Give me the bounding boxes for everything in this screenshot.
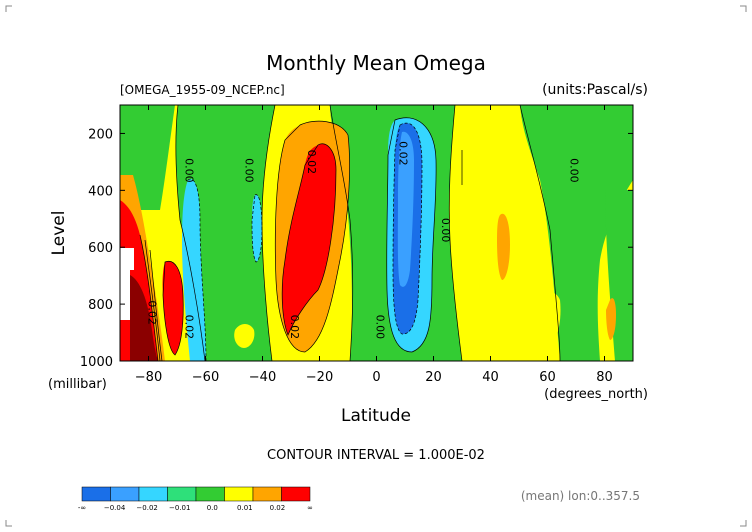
- y-tick-label: 1000: [80, 355, 113, 370]
- field-yellow-patch-1: [539, 292, 561, 345]
- chart-subtitle-right: (units:Pascal/s): [542, 82, 648, 98]
- contour-lines: [139, 105, 561, 361]
- colorbar-tick-label: 0.0: [207, 504, 218, 512]
- contour-label: 0.00: [183, 158, 196, 183]
- colorbar-tick-label: 0.01: [237, 504, 253, 512]
- colorbar-swatch: [281, 486, 311, 502]
- field-missing-data: [120, 248, 134, 270]
- y-axis-label: Level: [49, 211, 69, 256]
- colorbar-tick-label: −0.01: [169, 504, 190, 512]
- colorbar-swatch: [224, 486, 254, 502]
- colorbar-swatch: [138, 486, 168, 502]
- contour-label: 0.02: [288, 315, 301, 340]
- x-tick-label: 0: [372, 370, 380, 385]
- contour-label: 0.00: [567, 158, 580, 183]
- x-tick-label: 60: [539, 370, 556, 385]
- field-red-sh: [282, 143, 336, 335]
- y-unit-label: (millibar): [48, 377, 107, 392]
- colorbar-swatch: [195, 486, 225, 502]
- contour-label: 0.02: [146, 300, 159, 325]
- colorbar-swatch: [252, 486, 282, 502]
- corner-marks: [5, 5, 747, 527]
- y-axis: 200 400 600 800 1000: [80, 127, 633, 370]
- field-lightblue-eq: [397, 131, 414, 287]
- contour-lines-dashed: [187, 122, 423, 361]
- contour-label: 0.00: [242, 158, 255, 183]
- x-axis: −80 −60 −40 −20 0 20 40 60 80: [135, 105, 613, 385]
- field-orange-nh: [497, 213, 510, 280]
- colorbar-tick-label: ∞: [307, 504, 313, 512]
- colorbar: -∞ −0.04 −0.02 −0.01 0.0 0.01 0.02 ∞: [78, 486, 313, 512]
- colorbar-tick-label: −0.04: [104, 504, 126, 512]
- field-cyan-sh-2: [252, 194, 262, 262]
- contour-label: 0.00: [439, 218, 452, 243]
- x-tick-label: 80: [596, 370, 613, 385]
- footer-right: (mean) lon:0..357.5: [521, 489, 640, 503]
- y-tick-label: 200: [88, 127, 113, 142]
- x-tick-label: −20: [306, 370, 333, 385]
- x-tick-label: −60: [192, 370, 219, 385]
- field-green-band-nh: [520, 105, 633, 361]
- colorbar-swatch: [167, 486, 197, 502]
- colorbar-swatch: [81, 486, 111, 502]
- x-tick-label: −40: [249, 370, 276, 385]
- y-tick-label: 600: [88, 241, 113, 256]
- x-axis-label: Latitude: [341, 406, 411, 426]
- contour-label: 0.00: [374, 315, 387, 340]
- y-tick-label: 400: [88, 184, 113, 199]
- colorbar-tick-label: 0.02: [270, 504, 286, 512]
- contour-label: 0.02: [396, 141, 409, 166]
- colorbar-tick-label: −0.02: [136, 504, 157, 512]
- colorbar-tick-label: -∞: [78, 504, 86, 512]
- field-darkred-pole: [130, 275, 158, 361]
- x-tick-label: 40: [482, 370, 499, 385]
- plot-area: 0.00 0.00 0.02 0.02 0.00 0.00 0.02 0.02 0.02 0.00: [120, 105, 633, 361]
- x-tick-label: −80: [135, 370, 162, 385]
- x-unit-label: (degrees_north): [544, 387, 648, 402]
- x-tick-label: 20: [425, 370, 442, 385]
- field-red-sh-2: [162, 261, 184, 355]
- field-yellow-patch-2: [234, 324, 255, 348]
- field-missing-data-2: [120, 270, 130, 320]
- contour-label: 0.02: [305, 150, 318, 175]
- contour-interval-text: CONTOUR INTERVAL = 1.000E-02: [267, 448, 485, 463]
- contour-labels: 0.00 0.00 0.02 0.02 0.00 0.00 0.02 0.02 0.02 0.00: [146, 141, 581, 339]
- chart-subtitle-left: [OMEGA_1955-09_NCEP.nc]: [120, 83, 285, 97]
- y-tick-label: 800: [88, 298, 113, 313]
- contour-label: 0.02: [183, 315, 196, 340]
- colorbar-swatch: [110, 486, 140, 502]
- chart-title: Monthly Mean Omega: [266, 51, 486, 75]
- field-orange-nh-2: [606, 298, 616, 340]
